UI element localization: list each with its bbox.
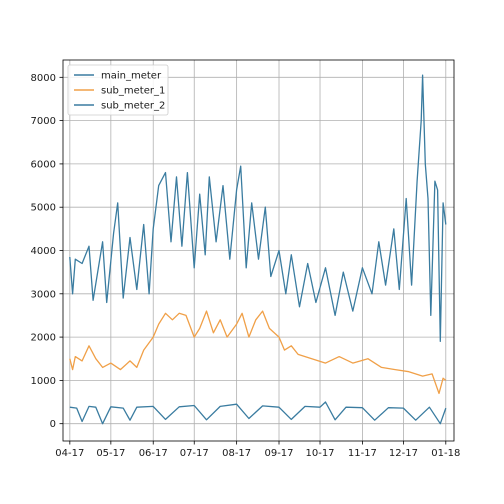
x-tick-label: 11-17 bbox=[348, 448, 377, 459]
grid bbox=[63, 60, 454, 441]
x-tick-label: 09-17 bbox=[264, 448, 293, 459]
x-tick-label: 04-17 bbox=[55, 448, 84, 459]
x-tick-label: 08-17 bbox=[222, 448, 251, 459]
series-line-sub-meter-2 bbox=[69, 401, 447, 425]
legend: main_meter sub_meter_1 sub_meter_2 bbox=[67, 64, 169, 116]
x-axis: 04-17 05-17 06-17 07-17 08-17 09-17 10-17 11-17… bbox=[55, 441, 460, 459]
y-tick-label: 8000 bbox=[31, 73, 56, 84]
y-tick-label: 7000 bbox=[31, 116, 56, 127]
x-tick-label: 01-18 bbox=[431, 448, 460, 459]
legend-label: main_meter bbox=[101, 71, 162, 82]
series-line-sub-meter-1 bbox=[69, 310, 447, 395]
y-tick-label: 0 bbox=[50, 419, 56, 430]
y-tick-label: 4000 bbox=[31, 246, 56, 257]
series-line-main-meter bbox=[69, 74, 447, 343]
legend-label: sub_meter_1 bbox=[101, 86, 165, 97]
y-tick-label: 2000 bbox=[31, 333, 56, 344]
legend-label: sub_meter_2 bbox=[101, 101, 165, 112]
y-axis: 0 1000 2000 3000 4000 5000 6000 7000 8000 bbox=[31, 73, 63, 430]
x-tick-label: 12-17 bbox=[389, 448, 418, 459]
x-tick-label: 10-17 bbox=[305, 448, 334, 459]
y-tick-label: 6000 bbox=[31, 159, 56, 170]
y-tick-label: 3000 bbox=[31, 289, 56, 300]
series-lines bbox=[69, 74, 447, 425]
y-tick-label: 5000 bbox=[31, 203, 56, 214]
legend-box bbox=[67, 64, 169, 116]
x-tick-label: 05-17 bbox=[96, 448, 125, 459]
x-tick-label: 06-17 bbox=[139, 448, 168, 459]
y-tick-label: 1000 bbox=[31, 376, 56, 387]
x-tick-label: 07-17 bbox=[180, 448, 209, 459]
